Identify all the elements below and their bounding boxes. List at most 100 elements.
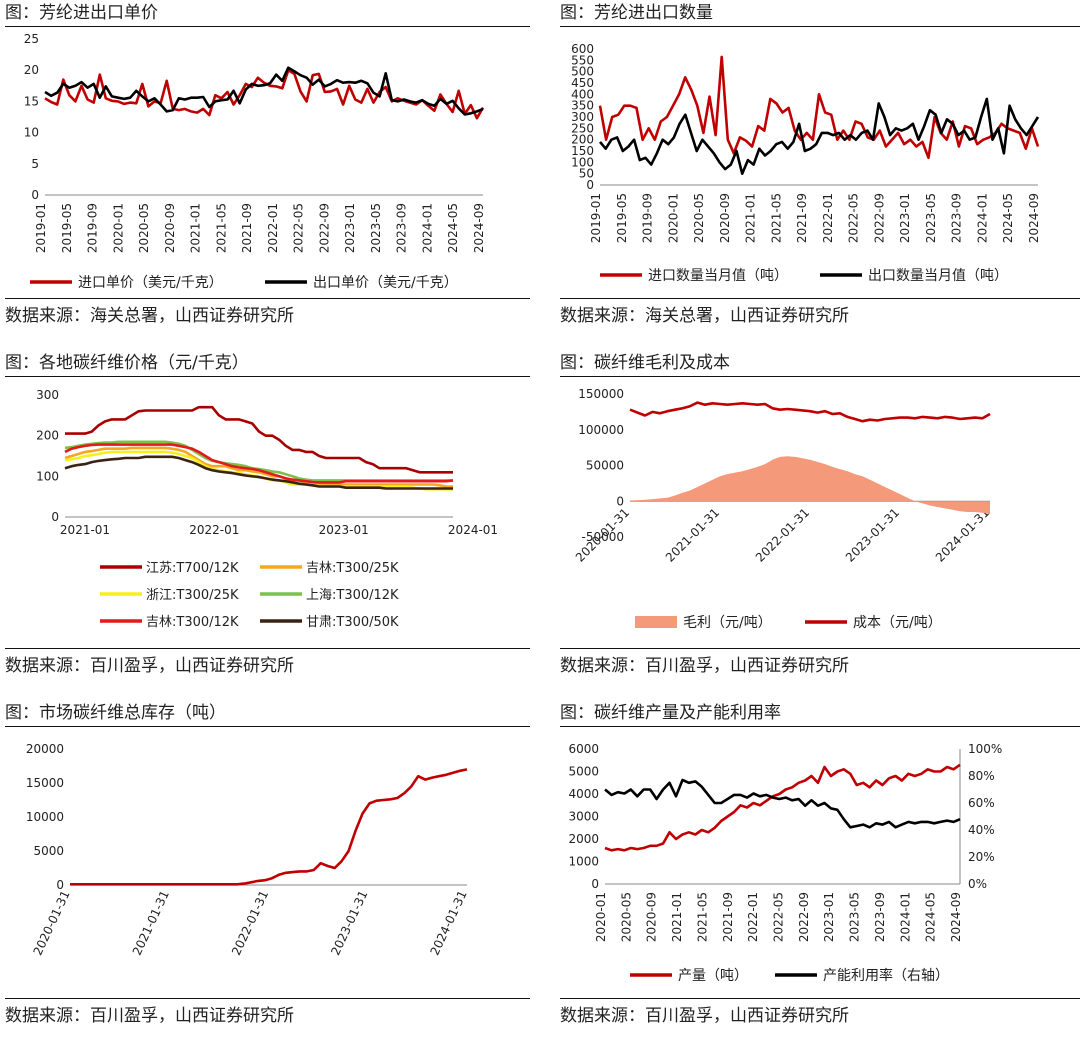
source-rule	[560, 298, 1080, 299]
y-tick-label: -50000	[581, 530, 624, 544]
x-tick-label: 2020-05	[619, 892, 633, 942]
y-tick-label: 150	[571, 144, 594, 158]
x-tick-label: 2023-01	[822, 892, 836, 942]
x-tick-label: 2024-01	[898, 892, 912, 942]
panel-carbon-fiber-price: 图：各地碳纤维价格（元/千克） 0 100 200 300 2021-01 2022-01…	[5, 352, 530, 697]
x-tick-label: 2024-09	[1027, 193, 1041, 243]
x-tick-label: 2022-09	[797, 892, 811, 942]
x-tick-label: 2020-09	[645, 892, 659, 942]
y-tick-label: 2000	[568, 832, 599, 846]
y-tick-label: 0	[31, 188, 39, 202]
x-tick-label: 2023-09	[950, 193, 964, 243]
data-source: 数据来源：百川盈孚，山西证券研究所	[560, 1006, 849, 1026]
y-tick-label: 3000	[568, 810, 599, 824]
x-tick-label: 2022-01	[189, 523, 239, 537]
series-line-1	[604, 778, 961, 829]
x-tick-label: 2021-09	[721, 892, 735, 942]
x-tick-label: 2020-01-31	[31, 888, 73, 957]
y-tick-label: 5000	[568, 765, 599, 779]
y-tick-label: 15	[24, 94, 39, 108]
x-tick-label: 2023-01	[898, 193, 912, 243]
title-rule	[560, 376, 1080, 377]
y2-tick-label: 80%	[968, 769, 995, 783]
panel-carbon-fiber-margin: 图：碳纤维毛利及成本 -50000 0 50000 100000 150000 2020-…	[560, 352, 1080, 697]
chart-carbon-fiber-price: 0 100 200 300 2021-01 2022-01 2023-01 2024-01 江苏…	[36, 388, 498, 630]
y-tick-label: 0	[591, 877, 599, 891]
x-tick-label: 2021-01-31	[130, 888, 172, 957]
y-tick-label: 400	[571, 87, 594, 101]
x-tick-label: 2023-05	[369, 203, 383, 253]
series-line-4	[64, 443, 454, 484]
series-area-0	[630, 456, 990, 515]
y-tick-label: 5	[31, 157, 39, 171]
x-tick-label: 2023-05	[924, 193, 938, 243]
x-tick-label: 2022-01	[746, 892, 760, 942]
y-tick-label: 4000	[568, 787, 599, 801]
data-source: 数据来源：百川盈孚，山西证券研究所	[560, 656, 849, 676]
y-tick-label: 10	[24, 126, 39, 140]
source-rule	[5, 298, 530, 299]
x-tick-label: 2021-09	[240, 203, 254, 253]
x-tick-label: 2019-09	[641, 193, 655, 243]
y-tick-label: 10000	[26, 810, 64, 824]
y-tick-label: 1000	[568, 855, 599, 869]
y-tick-label: 200	[571, 133, 594, 147]
y2-tick-label: 20%	[968, 850, 995, 864]
legend-label: 成本（元/吨）	[853, 615, 942, 631]
legend-label: 毛利（元/吨）	[683, 615, 772, 631]
panel-aramid-quantity: 图：芳纶进出口数量 0 50 100 150 200 250 300 350 400 450 500…	[560, 2, 1080, 347]
x-tick-label: 2024-05	[1001, 193, 1015, 243]
x-tick-label: 2022-01	[266, 203, 280, 253]
x-tick-label: 2020-05	[692, 193, 706, 243]
x-tick-label: 2021-01	[670, 892, 684, 942]
x-tick-label: 2021-05	[695, 892, 709, 942]
series-line-0	[604, 763, 961, 852]
legend-label: 浙江:T300/25K	[146, 588, 239, 603]
title-rule	[5, 376, 530, 377]
chart-carbon-fiber-output: 0 1000 2000 3000 4000 5000 6000 0% 20% 40% 60% 80% 1…	[568, 742, 1002, 984]
source-rule	[560, 648, 1080, 649]
source-rule	[5, 998, 530, 999]
data-source: 数据来源：海关总署，山西证券研究所	[5, 306, 294, 326]
x-tick-label: 2022-05	[772, 892, 786, 942]
legend-label: 江苏:T700/12K	[146, 560, 239, 576]
x-tick-label: 2020-01	[666, 193, 680, 243]
data-source: 数据来源：百川盈孚，山西证券研究所	[5, 1006, 294, 1026]
x-tick-label: 2020-09	[163, 203, 177, 253]
x-tick-label: 2020-09	[718, 193, 732, 243]
legend-label: 甘肃:T300/50K	[306, 615, 399, 630]
legend-label: 出口数量当月值（吨）	[868, 268, 1008, 284]
chart-title: 图：碳纤维毛利及成本	[560, 353, 730, 373]
y-tick-label: 100000	[578, 423, 624, 437]
title-rule	[560, 726, 1080, 727]
x-tick-label: 2022-01-31	[753, 505, 812, 564]
x-tick-label: 2019-09	[86, 203, 100, 253]
x-tick-label: 2024-09	[472, 203, 486, 253]
source-rule	[5, 648, 530, 649]
title-rule	[5, 726, 530, 727]
panel-carbon-fiber-output: 图：碳纤维产量及产能利用率 0 1000 2000 3000 4000 5000 6000 0…	[560, 702, 1080, 1047]
chart-title: 图：市场碳纤维总库存（吨）	[5, 703, 226, 723]
series-line-0	[598, 55, 1040, 160]
chart-title: 图：碳纤维产量及产能利用率	[560, 703, 781, 723]
x-tick-label: 2021-01	[189, 203, 203, 253]
y-tick-label: 20	[24, 63, 39, 77]
y-tick-label: 5000	[33, 844, 64, 858]
y-tick-label: 0	[586, 178, 594, 192]
legend-label: 进口数量当月值（吨）	[648, 268, 788, 284]
y-tick-label: 500	[571, 65, 594, 79]
data-source: 数据来源：百川盈孚，山西证券研究所	[5, 656, 294, 676]
panel-carbon-fiber-inventory: 图：市场碳纤维总库存（吨） 0 5000 10000 15000 20000 2020-0…	[5, 702, 530, 1047]
series-line-0	[65, 405, 453, 474]
title-rule	[5, 26, 530, 27]
legend-label: 进口单价（美元/千克）	[78, 275, 223, 291]
x-tick-label: 2021-05	[769, 193, 783, 243]
y-tick-label: 6000	[568, 742, 599, 756]
x-tick-label: 2023-09	[395, 203, 409, 253]
source-rule	[560, 998, 1080, 999]
x-tick-label: 2021-05	[214, 203, 228, 253]
series-line-5	[64, 455, 453, 490]
x-tick-label: 2023-01-31	[328, 888, 370, 957]
